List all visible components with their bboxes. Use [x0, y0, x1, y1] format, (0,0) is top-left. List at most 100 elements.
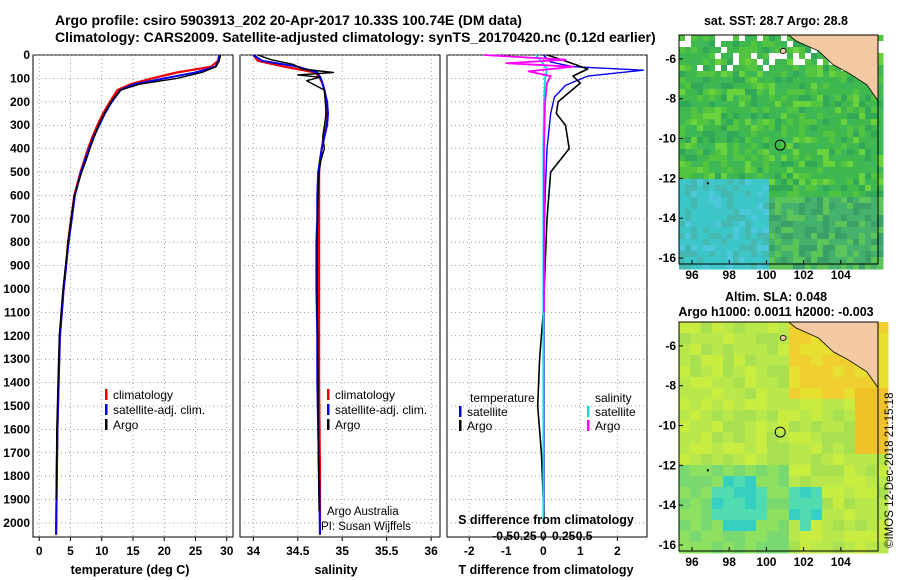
map-cell: [811, 149, 818, 156]
map-cell: [859, 179, 866, 186]
map-cell: [793, 53, 800, 60]
depth-tick-label: 500: [10, 165, 30, 179]
map-cell: [709, 263, 716, 270]
map-cell: [823, 167, 830, 174]
map-cell: [739, 215, 746, 222]
map-cell: [723, 388, 735, 400]
map-cell: [769, 95, 776, 102]
depth-tick-label: 1800: [3, 469, 30, 483]
map-cell: [877, 191, 884, 198]
map-cell: [799, 95, 806, 102]
map-cell: [715, 113, 722, 120]
map-cell: [679, 542, 691, 554]
map-cell: [859, 191, 866, 198]
map-cell: [789, 487, 801, 499]
map-cell: [865, 203, 872, 210]
map-cell: [715, 35, 722, 42]
map-cell: [811, 388, 823, 400]
map-cell: [739, 185, 746, 192]
map-cell: [685, 215, 692, 222]
map-cell: [745, 131, 752, 138]
lat-tick-label: -16: [659, 251, 677, 265]
map-cell: [871, 185, 878, 192]
map-cell: [817, 137, 824, 144]
lat-tick-label: -10: [659, 132, 677, 146]
map-cell: [745, 95, 752, 102]
map-cell: [817, 203, 824, 210]
map-cell: [691, 137, 698, 144]
map-cell: [847, 209, 854, 216]
map-cell: [844, 531, 856, 543]
map-cell: [799, 89, 806, 96]
map-cell: [781, 263, 788, 270]
map-cell: [709, 101, 716, 108]
map-cell: [703, 227, 710, 234]
map-cell: [778, 388, 790, 400]
map-cell: [721, 209, 728, 216]
map-cell: [679, 125, 686, 132]
map-cell: [739, 209, 746, 216]
map-cell: [721, 89, 728, 96]
map-cell: [769, 197, 776, 204]
map-cell: [871, 137, 878, 144]
map-cell: [811, 161, 818, 168]
map-cell: [745, 53, 752, 60]
map-cell: [877, 209, 884, 216]
map-cell: [793, 161, 800, 168]
map-cell: [745, 65, 752, 72]
map-cell: [787, 131, 794, 138]
map-cell: [712, 454, 724, 466]
map-cell: [727, 263, 734, 270]
depth-tick-label: 1900: [3, 493, 30, 507]
map-cell: [703, 251, 710, 258]
map-cell: [721, 131, 728, 138]
map-cell: [679, 432, 691, 444]
map-cell: [853, 173, 860, 180]
map-cell: [844, 542, 856, 554]
map-cell: [811, 179, 818, 186]
legend-swatch: [587, 406, 590, 417]
map-cell: [763, 245, 770, 252]
map-cell: [781, 185, 788, 192]
map-cell: [781, 125, 788, 132]
map-cell: [877, 53, 884, 60]
map-cell: [811, 107, 818, 114]
map-cell: [822, 432, 834, 444]
map-cell: [877, 107, 884, 114]
map-cell: [829, 83, 836, 90]
map-cell: [787, 179, 794, 186]
map-cell: [733, 245, 740, 252]
map-cell: [866, 487, 878, 499]
map-cell: [829, 263, 836, 270]
map-cell: [721, 143, 728, 150]
map-cell: [859, 233, 866, 240]
map-cell: [715, 65, 722, 72]
map-cell: [767, 388, 779, 400]
x-tick-label: 34: [247, 544, 261, 558]
map-cell: [877, 71, 884, 78]
map-cell: [787, 149, 794, 156]
map-cell: [793, 77, 800, 84]
map-cell: [691, 257, 698, 264]
map-cell: [757, 119, 764, 126]
map-cell: [823, 161, 830, 168]
map-cell: [805, 215, 812, 222]
map-cell: [823, 59, 830, 66]
map-cell: [727, 161, 734, 168]
map-cell: [877, 251, 884, 258]
map-cell: [709, 131, 716, 138]
map-cell: [690, 509, 702, 521]
map-cell: [721, 257, 728, 264]
map-cell: [811, 251, 818, 258]
map-cell: [775, 107, 782, 114]
map-cell: [835, 137, 842, 144]
map-cell: [844, 443, 856, 455]
depth-tick-label: 1000: [3, 282, 30, 296]
map-cell: [877, 487, 889, 499]
map-cell: [835, 257, 842, 264]
map-cell: [739, 71, 746, 78]
lat-tick-label: -6: [665, 339, 676, 353]
map-cell: [877, 179, 884, 186]
map-cell: [799, 263, 806, 270]
map-cell: [817, 83, 824, 90]
